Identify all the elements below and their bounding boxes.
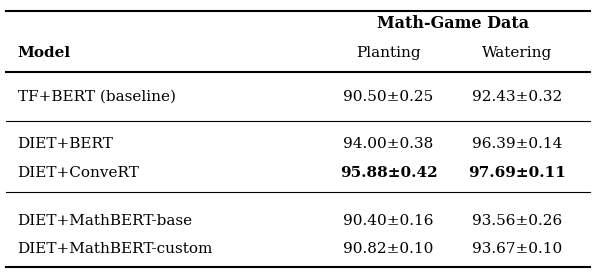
Text: 93.67±0.10: 93.67±0.10	[472, 242, 562, 256]
Text: 90.40±0.16: 90.40±0.16	[343, 214, 434, 228]
Text: Planting: Planting	[356, 46, 421, 60]
Text: DIET+MathBERT-custom: DIET+MathBERT-custom	[18, 242, 213, 256]
Text: 95.88±0.42: 95.88±0.42	[340, 166, 437, 180]
Text: Math-Game Data: Math-Game Data	[377, 15, 529, 32]
Text: DIET+MathBERT-base: DIET+MathBERT-base	[18, 214, 193, 228]
Text: 90.50±0.25: 90.50±0.25	[343, 90, 434, 104]
Text: 92.43±0.32: 92.43±0.32	[472, 90, 562, 104]
Text: 90.82±0.10: 90.82±0.10	[343, 242, 434, 256]
Text: TF+BERT (baseline): TF+BERT (baseline)	[18, 90, 176, 104]
Text: 97.69±0.11: 97.69±0.11	[468, 166, 566, 180]
Text: Model: Model	[18, 46, 71, 60]
Text: 93.56±0.26: 93.56±0.26	[472, 214, 562, 228]
Text: 94.00±0.38: 94.00±0.38	[343, 137, 434, 152]
Text: DIET+BERT: DIET+BERT	[18, 137, 113, 152]
Text: Watering: Watering	[482, 46, 552, 60]
Text: 96.39±0.14: 96.39±0.14	[472, 137, 562, 152]
Text: DIET+ConveRT: DIET+ConveRT	[18, 166, 139, 180]
